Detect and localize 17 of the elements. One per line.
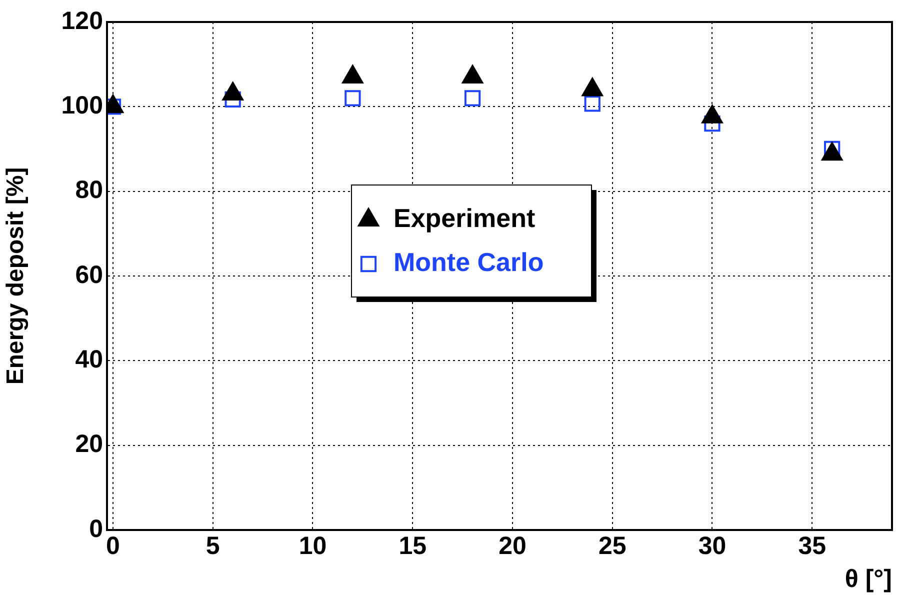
y-tick-label: 40 (75, 346, 103, 374)
legend-label: Monte Carlo (394, 247, 544, 278)
legend-label: Experiment (394, 203, 536, 234)
x-axis-title: θ [°] (844, 564, 892, 593)
x-tick-label: 35 (798, 532, 826, 560)
y-axis-title: Energy deposit [%] (2, 167, 30, 385)
x-tick-label: 20 (498, 532, 526, 560)
x-tick-label: 5 (206, 532, 220, 560)
y-tick-label: 20 (75, 430, 103, 458)
y-tick-label: 80 (75, 176, 103, 204)
y-tick-label: 100 (61, 92, 103, 120)
x-tick-label: 25 (598, 532, 626, 560)
x-tick-label: 10 (298, 532, 327, 560)
y-tick-label: 120 (61, 6, 103, 35)
x-tick-label: 30 (698, 532, 726, 560)
y-tick-label: 60 (75, 260, 103, 289)
x-tick-label: 15 (398, 532, 427, 560)
